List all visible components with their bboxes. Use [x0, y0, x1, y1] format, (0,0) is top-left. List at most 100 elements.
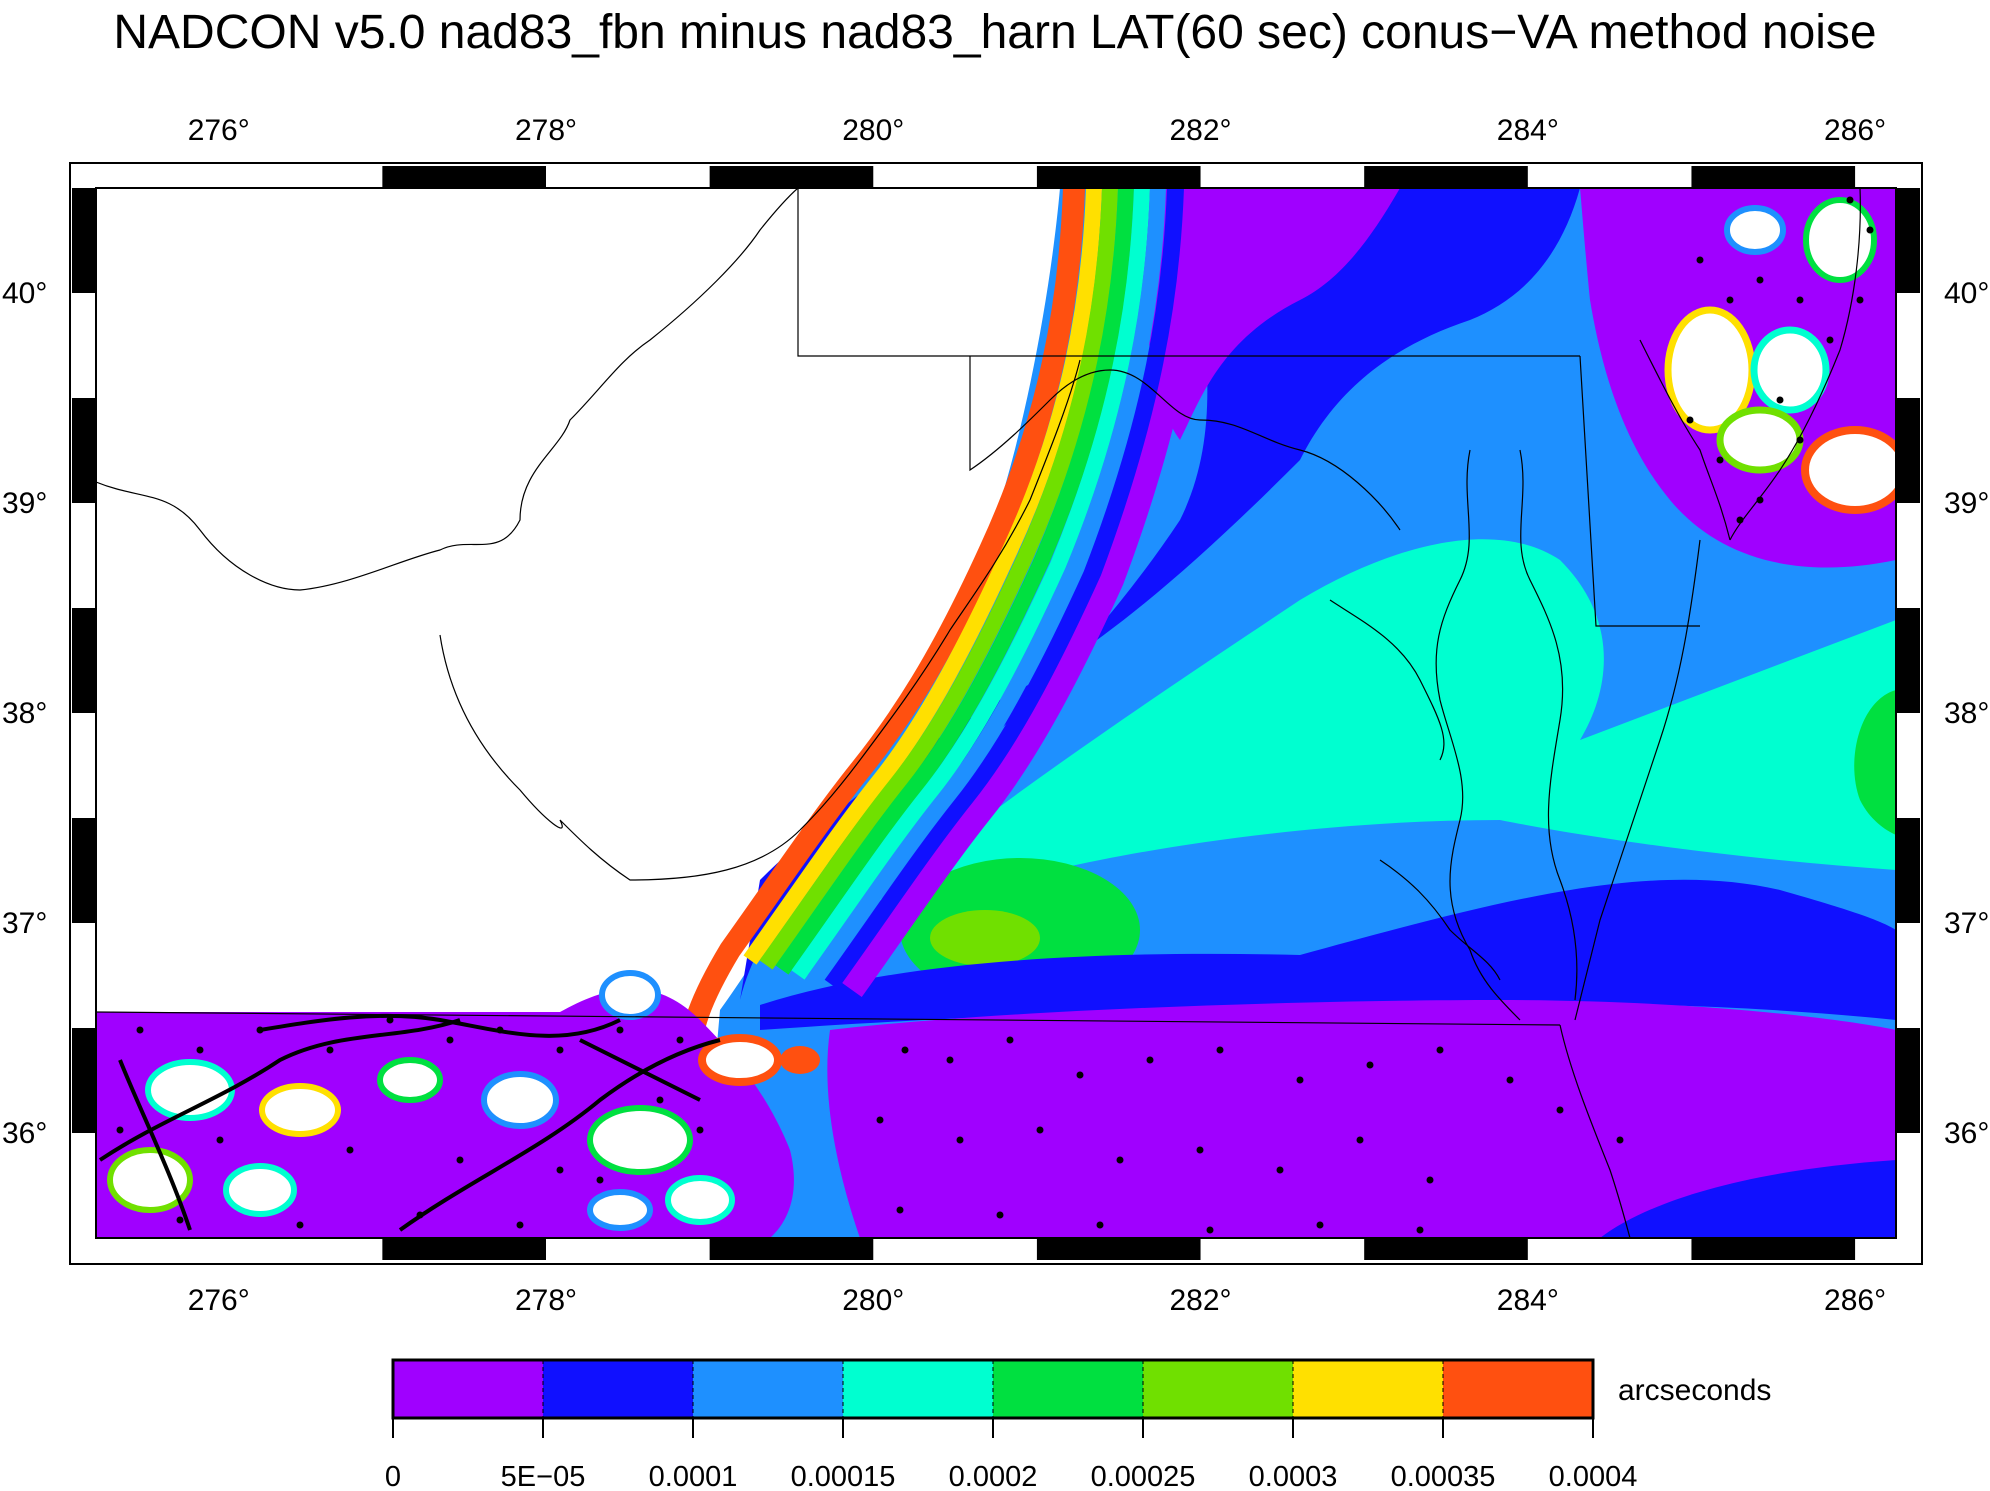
chesapeake-west-shore	[1435, 449, 1521, 1021]
delmarva-coast	[1574, 539, 1701, 1021]
colorbar-tick-label: 0.0004	[1549, 1461, 1638, 1491]
lon-tick-label-bottom: 282°	[1170, 1284, 1232, 1317]
lat-tick-label-left: 37°	[2, 907, 47, 940]
map-plot-area: 276° 276° 278° 278° 280° 280° 282° 282° 284° 284°…	[2, 114, 1989, 1317]
lon-tick-label-bottom: 280°	[842, 1284, 904, 1317]
lon-tick-label-top: 280°	[842, 114, 904, 147]
colorbar-ticks: 0 5E−05 0.0001 0.00015 0.0002 0.00025 0.0003 0.…	[385, 1360, 1637, 1491]
md-nj-boundary	[1579, 355, 1700, 627]
noise-field	[96, 188, 1896, 1238]
field-band-5e-05-south	[760, 879, 1896, 1030]
colorbar-bin	[543, 1360, 693, 1418]
frame-bar-left	[72, 818, 96, 923]
colorbar-bin	[693, 1360, 843, 1418]
james-river	[1379, 859, 1501, 981]
field-band-5e-05-ridge	[824, 188, 1185, 991]
frame-bar-top	[709, 166, 874, 188]
frame-bar-top	[1364, 166, 1528, 188]
colorbar-tick-label: 0.0001	[649, 1461, 738, 1491]
colorbar-tick-label: 0.00015	[791, 1461, 896, 1491]
map-title: NADCON v5.0 nad83_fbn minus nad83_harn L…	[113, 6, 1876, 59]
frame-bar-top	[1036, 166, 1201, 188]
va-nc-boundary	[96, 1011, 1561, 1026]
ky-va-boundary	[439, 634, 801, 881]
potomac-river	[1329, 599, 1445, 761]
colorbar-tick-label: 5E−05	[501, 1461, 586, 1491]
survey-traverse-lines	[98, 1013, 721, 1232]
nj-coast	[1729, 188, 1861, 541]
lon-tick-label-top: 284°	[1497, 114, 1559, 147]
field-band-0.0002	[775, 188, 1134, 975]
frame-bar-top	[382, 166, 546, 188]
lon-tick-label-top: 282°	[1170, 114, 1232, 147]
chesapeake-east-shore	[1519, 449, 1578, 1001]
colorbar-tick-label: 0.00035	[1391, 1461, 1496, 1491]
colorbar: 0 5E−05 0.0001 0.00015 0.0002 0.00025 0.0003 0.…	[385, 1358, 1771, 1491]
lon-tick-label-bottom: 278°	[515, 1284, 577, 1317]
longitude-tick-labels: 276° 276° 278° 278° 280° 280° 282° 282° 284° 284°…	[188, 114, 1886, 1317]
lat-tick-label-right: 38°	[1944, 697, 1989, 730]
frame-bar-right	[1896, 608, 1920, 713]
field-band-0.0003	[743, 188, 1102, 965]
colorbar-bin	[1293, 1360, 1443, 1418]
lon-tick-label-bottom: 276°	[188, 1284, 250, 1317]
field-band-0.00035	[679, 188, 1085, 1061]
pa-wv-boundary	[797, 188, 1580, 357]
lat-tick-label-right: 40°	[1944, 277, 1989, 310]
lon-tick-label-top: 286°	[1824, 114, 1886, 147]
field-band-5e-05-se	[1600, 1160, 1896, 1238]
colorbar-bin	[393, 1360, 543, 1418]
frame-bar-left	[72, 1028, 96, 1133]
boundaries	[96, 188, 1861, 1238]
frame-bar-bottom	[1691, 1238, 1856, 1260]
colorbar-bin	[1143, 1360, 1293, 1418]
ridge-boundary	[799, 359, 1081, 831]
colorbar-bin	[843, 1360, 993, 1418]
colorbar-tick-label: 0.0002	[949, 1461, 1038, 1491]
frame-bar-left	[72, 188, 96, 293]
checkered-frame	[72, 166, 1920, 1260]
frame-bar-left	[72, 608, 96, 713]
field-band-0.00025-patch	[930, 910, 1040, 966]
field-band-0-south	[827, 1000, 1896, 1238]
field-band-0.00025	[759, 188, 1118, 970]
frame-bar-bottom	[382, 1238, 546, 1260]
frame-bar-top	[1691, 166, 1856, 188]
frame-bar-bottom	[1036, 1238, 1201, 1260]
delaware-bay	[1639, 339, 1731, 541]
field-band-0-north	[1140, 188, 1400, 440]
colorbar-unit-label: arcseconds	[1618, 1374, 1771, 1407]
lon-tick-label-top: 276°	[188, 114, 250, 147]
lat-tick-label-left: 36°	[2, 1117, 47, 1150]
lon-tick-label-bottom: 286°	[1824, 1284, 1886, 1317]
colorbar-tick-label: 0.0003	[1249, 1461, 1338, 1491]
wv-va-boundary	[96, 188, 799, 591]
colorbar-bins	[393, 1360, 1593, 1418]
field-band-0.00015	[880, 539, 1896, 900]
lat-tick-label-right: 37°	[1944, 907, 1989, 940]
colorbar-tick-label: 0	[385, 1461, 401, 1491]
field-band-0.0001-ridge	[807, 188, 1166, 985]
colorbar-tick-label: 0.00025	[1091, 1461, 1196, 1491]
lon-tick-label-bottom: 284°	[1497, 1284, 1559, 1317]
frame-bar-bottom	[1364, 1238, 1528, 1260]
lat-tick-label-right: 39°	[1944, 487, 1989, 520]
field-band-5e-05	[740, 188, 1580, 1000]
field-ne-noise-blobs	[1664, 197, 1896, 514]
colorbar-bin	[993, 1360, 1143, 1418]
frame-bar-bottom	[709, 1238, 874, 1260]
lat-tick-label-left: 39°	[2, 487, 47, 520]
latitude-tick-labels: 36° 36° 37° 37° 38° 38° 39° 39° 40° 40°	[2, 277, 1989, 1150]
field-band-0.0002-east	[1854, 690, 1896, 835]
frame-bar-right	[1896, 188, 1920, 293]
colorbar-bin	[1443, 1360, 1593, 1418]
frame-bar-right	[1896, 398, 1920, 503]
lat-tick-label-left: 40°	[2, 277, 47, 310]
frame-bar-right	[1896, 818, 1920, 923]
lat-tick-label-left: 38°	[2, 697, 47, 730]
lon-tick-label-top: 278°	[515, 114, 577, 147]
outer-banks-coast	[1559, 1024, 1631, 1238]
field-band-0-ridge	[842, 188, 1208, 997]
frame-bar-left	[72, 398, 96, 503]
